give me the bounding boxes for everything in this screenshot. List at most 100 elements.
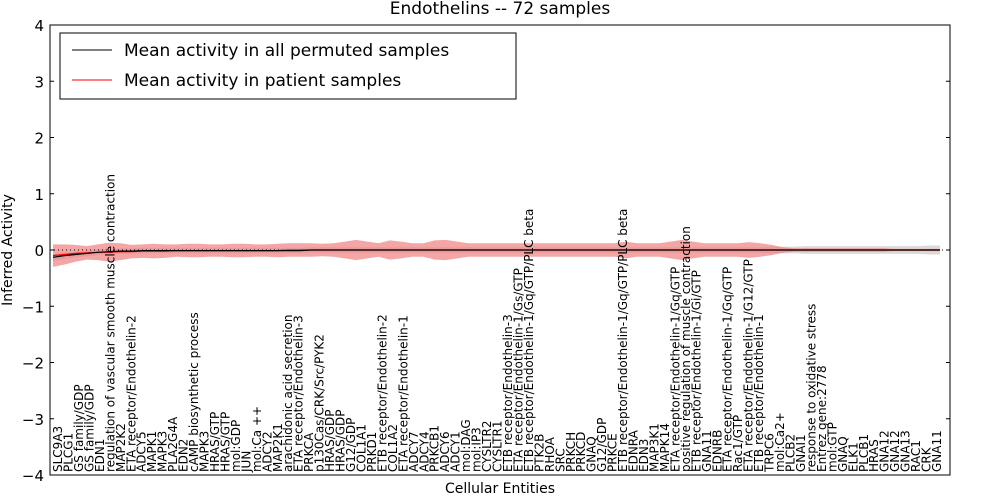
x-tick-label: ETA receptor/Endothelin-1 [396,315,410,472]
x-tick-label: MAPK1 [145,431,159,472]
x-tick-label: EDNRB [710,430,724,472]
x-tick-label: mol:Ca ++ [250,406,264,472]
x-tick-label: MAPK3 [156,431,170,472]
x-tick-label: ETA receptor/Endothelin-3 [292,315,306,472]
x-tick-label: EDN1 [93,439,107,472]
y-axis-ticks: 4 3 2 1 0 −1 −2 −3 −4 [22,17,950,485]
x-tick-label: mol:Ca2+ [773,412,787,472]
x-tick-label: PLCB2 [784,434,798,472]
x-tick-label: COL1A2 [386,424,400,472]
x-tick-label: HRAS/GTP [218,412,232,472]
chart-title: Endothelins -- 72 samples [390,0,611,19]
x-tick-label: ETA receptor/Endothelin-1/G12/GTP [742,259,756,472]
x-tick-label: PTK2B [532,434,546,472]
x-tick-label: GNA12 [878,430,892,472]
x-tick-label: PLCB1 [857,434,871,472]
x-tick-label: ETA receptor/Endothelin-1/Gq/GTP [668,267,682,472]
x-tick-label: SRC [553,448,567,472]
x-tick-label: EDN3 [637,439,651,472]
x-tick-label: PLCG1 [62,433,76,472]
x-tick-label: CYSLTR2 [480,421,494,472]
x-tick-label: MAPK14 [658,423,672,472]
x-tick-label: GS family/GDP [82,384,96,472]
x-tick-label: ETB receptor/Endothelin-3 [501,314,515,472]
x-tick-label: ETB receptor/Endothelin-1/Gq/GTP/PLC bet… [522,209,536,472]
x-tick-label: arachidonic acid secretion [281,315,295,472]
patient-std-band [53,239,940,267]
y-tick-label: 4 [34,17,44,35]
series-line-permuted [52,249,940,258]
x-tick-label: ETB receptor/Endothelin-1/Gq/GTP/PLC bet… [616,209,630,472]
x-tick-label: regulation of vascular smooth muscle con… [103,174,117,472]
x-tick-label: PRKCE [606,433,620,472]
x-tick-label: PRKD1 [365,432,379,472]
x-tick-label: G12/GDP [595,418,609,472]
legend-box [59,32,517,100]
x-tick-label: PRKCB1 [428,425,442,472]
y-tick-label: 0 [34,242,44,260]
x-tick-label: mol:DAG [459,419,473,472]
y-tick-label: 3 [34,73,44,91]
x-tick-label: ADCY4 [417,431,431,472]
x-tick-label: Rac1/GTP [731,415,745,472]
x-tick-label: cAMP biosynthetic process [187,312,201,472]
x-tick-label: EDNRA [627,429,641,472]
x-tick-label: ADCY1 [449,431,463,472]
x-tick-label: HRAS/GDP [323,409,337,472]
x-tick-label: mol:IP3 [470,427,484,472]
x-tick-label: GNAQ [585,436,599,472]
x-tick-label: GS family/GDP [72,384,86,472]
x-tick-label: TRPC6 [763,433,777,473]
y-tick-label: −3 [22,411,44,429]
x-tick-label: ETB receptor/Endothelin-1/Gi/GTP [689,270,703,472]
x-tick-label: COL1A1 [355,424,369,472]
x-tick-label: ETA receptor/Endothelin-1/Gq/GTP [721,267,735,472]
x-tick-label: MAP2K1 [271,423,285,472]
x-tick-label: mol:GTP [825,422,839,472]
x-tick-label: positive regulation of muscle contractio… [679,226,693,472]
plot-area [50,239,950,267]
x-tick-label: ADCY6 [438,431,452,472]
x-tick-label: G12/GDP [344,418,358,472]
x-tick-label: GNA13 [899,430,913,472]
x-tick-label: ELK1 [846,442,860,472]
x-tick-label: ADCY2 [260,431,274,472]
x-tick-label: HRAS [867,439,881,472]
x-tick-label: GNA11 [930,430,944,472]
legend-label-permuted: Mean activity in all permuted samples [124,41,449,61]
y-tick-label: −1 [22,298,44,316]
x-tick-label: MAP3K1 [648,423,662,472]
x-tick-label: GNA11 [700,430,714,472]
x-tick-label: PRKCD [574,432,588,472]
x-tick-label: PRKCH [564,432,578,472]
x-axis-label: Cellular Entities [445,481,555,497]
x-tick-label: HRAS/GDP [334,409,348,472]
legend-label-patient: Mean activity in patient samples [124,71,401,91]
x-tick-label: ETA receptor/Endothelin-1/Gs/GTP [511,268,525,472]
x-tick-label: JUN [239,451,253,473]
x-tick-label: PLA2G4A [166,416,180,472]
x-tick-label: ETA receptor/Endothelin-2 [124,315,138,472]
x-tick-label: EDN2 [177,439,191,472]
x-tick-label: GNAI1 [794,434,808,472]
x-tick-label: CRK [920,446,934,472]
x-tick-label: mol:GDP [229,420,243,472]
x-tick-label: Entrez gene:2778 [815,365,829,472]
y-tick-label: 1 [34,186,44,204]
y-tick-label: −2 [22,355,44,373]
x-tick-label: GNAQ [836,436,850,472]
x-tick-label: ADCY7 [407,431,421,472]
x-tick-label: SLC9A3 [51,426,65,472]
x-tick-label: MAPK3 [198,431,212,472]
x-tick-label: ETB receptor/Endothelin-2 [375,314,389,472]
y-axis-label: Inferred Activity [0,194,16,306]
x-tick-label: GNA12 [888,430,902,472]
x-tick-label: RAC1 [909,440,923,472]
x-tick-label: PRKCA [302,432,316,472]
legend: Mean activity in all permuted samples Me… [59,32,517,100]
y-tick-label: 2 [34,130,44,148]
x-tick-label: response to oxidative stress [804,304,818,472]
x-tick-label: HRAS/GTP [208,412,222,472]
